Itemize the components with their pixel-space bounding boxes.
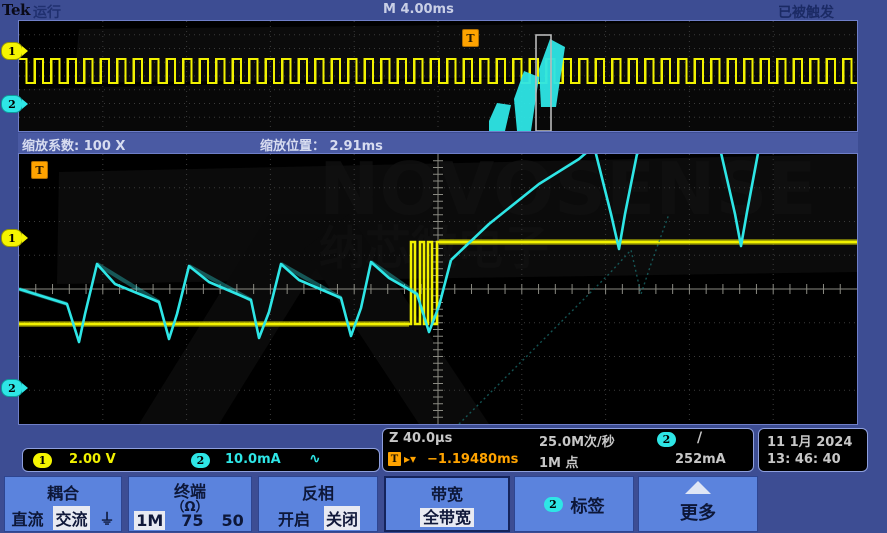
ch1-badge: 1: [33, 453, 52, 468]
termination-option-75[interactable]: 75: [181, 511, 204, 530]
overview-trigger-marker[interactable]: T: [462, 29, 479, 47]
coupling-option-ac[interactable]: 交流: [53, 506, 90, 530]
trigger-arrows-icon: ▸▾: [404, 452, 417, 466]
label-title: 标签: [570, 496, 605, 517]
invert-option-on[interactable]: 开启: [277, 510, 310, 529]
zoom-waveform-pane[interactable]: NOVOSENSE 纳芯微电子: [18, 153, 858, 425]
trigger-level-value[interactable]: 252mA: [675, 452, 726, 467]
zoom-trigger-readout[interactable]: Z 40.0µs T ▸▾ −1.19480ms 25.0M次/秒 1M 点 2…: [382, 428, 754, 472]
ch2-badge: 2: [191, 453, 210, 468]
tek-logo: Tek: [2, 1, 30, 19]
zoom-position-label[interactable]: 缩放位置： 2.91ms: [260, 139, 383, 154]
trigger-badge-icon: T: [388, 452, 401, 466]
overview-waveform-pane[interactable]: T: [18, 20, 858, 132]
zoom-trigger-marker[interactable]: T: [31, 161, 48, 179]
trigger-source-badge: 2: [657, 432, 676, 447]
trigger-state-label: 已被触发: [778, 5, 834, 21]
channel-scale-readout[interactable]: 1 2.00 V 2 10.0mA ∿: [22, 448, 380, 472]
more-title: 更多: [680, 503, 716, 524]
termination-subtitle: （Ω）: [171, 500, 209, 515]
zoom-ch2-marker[interactable]: 2: [1, 379, 28, 397]
coupling-options[interactable]: 直流 交流 ⏚: [5, 506, 121, 530]
termination-options[interactable]: 1M 75 50: [129, 511, 251, 530]
coupling-title: 耦合: [46, 484, 79, 503]
menu-button-invert[interactable]: 反相 开启 关闭: [258, 476, 378, 532]
overview-ch1-marker[interactable]: 1: [1, 42, 28, 60]
termination-title: 终端: [173, 482, 206, 501]
menu-button-coupling[interactable]: 耦合 直流 交流 ⏚: [4, 476, 122, 532]
chevron-up-icon: [685, 481, 711, 494]
trigger-slope-icon: /: [697, 430, 703, 446]
trigger-delay-value[interactable]: −1.19480ms: [427, 452, 519, 467]
label-channel-badge: 2: [543, 496, 563, 512]
zoom-ch1-marker[interactable]: 1: [1, 229, 28, 247]
bandwidth-option-full[interactable]: 全带宽: [419, 508, 474, 527]
ch2-scale-value[interactable]: 10.0mA: [225, 452, 281, 467]
main-timebase-label[interactable]: M 4.00ms: [383, 2, 454, 17]
date-value: 11 1月 2024: [767, 435, 853, 450]
overview-graticule: [19, 21, 857, 131]
invert-options[interactable]: 开启 关闭: [259, 506, 377, 530]
softkey-menu-bar: 耦合 直流 交流 ⏚ 终端 （Ω） 1M 75 50 反相 开启 关闭 带: [0, 473, 887, 533]
menu-button-bandwidth[interactable]: 带宽 全带宽: [384, 476, 510, 532]
invert-option-off[interactable]: 关闭: [324, 506, 361, 530]
run-state-label[interactable]: 运行: [33, 5, 61, 21]
zoom-factor-label[interactable]: 缩放系数: 100 X: [22, 139, 126, 154]
invert-title: 反相: [301, 484, 334, 503]
overview-ch2-marker[interactable]: 2: [1, 95, 28, 113]
coupling-option-dc[interactable]: 直流: [11, 510, 44, 529]
record-length-value[interactable]: 1M 点: [539, 456, 579, 471]
datetime-readout[interactable]: 11 1月 2024 13: 46: 40: [758, 428, 868, 472]
sample-rate-value[interactable]: 25.0M次/秒: [539, 435, 615, 450]
top-status-bar: Tek 运行 M 4.00ms 已被触发: [0, 0, 887, 21]
time-value: 13: 46: 40: [767, 452, 841, 467]
menu-button-label[interactable]: 2 标签: [514, 476, 634, 532]
coupling-option-gnd-icon[interactable]: ⏚: [99, 509, 115, 528]
bandwidth-options[interactable]: 全带宽: [386, 504, 508, 528]
zoom-info-strip: 缩放系数: 100 X 缩放位置： 2.91ms: [18, 133, 858, 154]
ch1-scale-value[interactable]: 2.00 V: [69, 452, 116, 467]
menu-button-more[interactable]: 更多: [638, 476, 758, 532]
termination-option-50[interactable]: 50: [221, 511, 244, 530]
zoom-graticule: NOVOSENSE 纳芯微电子: [19, 154, 857, 424]
zoom-timebase-value[interactable]: Z 40.0µs: [389, 431, 453, 446]
termination-option-1m[interactable]: 1M: [134, 511, 166, 530]
bandwidth-title: 带宽: [430, 485, 463, 504]
ch2-coupling-icon: ∿: [309, 451, 321, 467]
menu-button-termination[interactable]: 终端 （Ω） 1M 75 50: [128, 476, 252, 532]
